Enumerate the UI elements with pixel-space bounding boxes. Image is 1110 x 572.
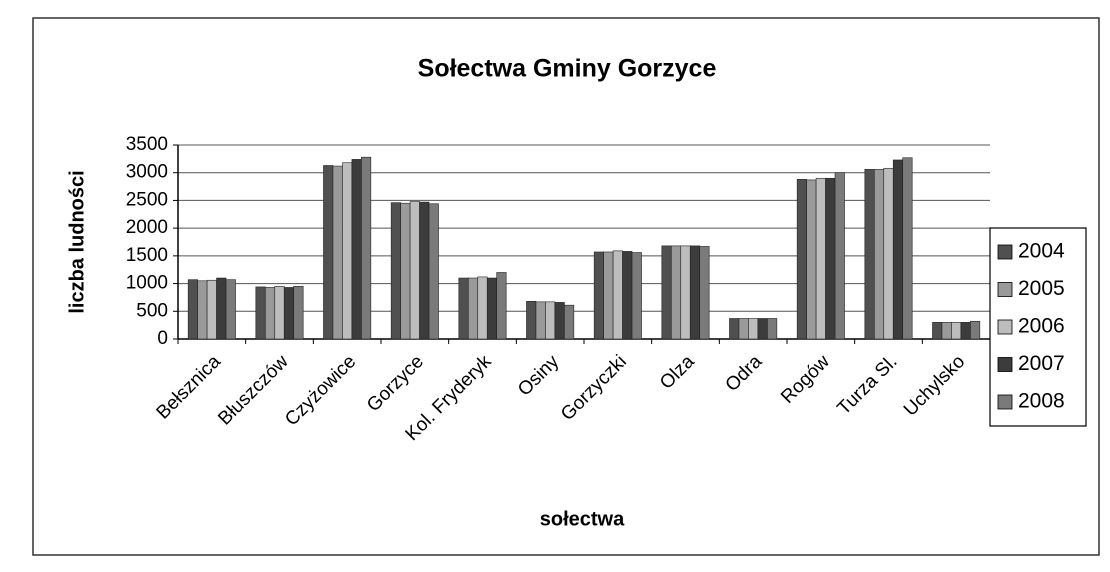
legend-swatch (997, 244, 1013, 260)
y-tick-label: 500 (136, 300, 168, 321)
legend-label: 2007 (1018, 352, 1065, 375)
bar (323, 165, 334, 340)
legend-swatch (997, 282, 1013, 297)
bar (825, 177, 836, 340)
y-tick-label: 1000 (126, 273, 168, 294)
bar (680, 245, 691, 340)
bar (206, 279, 217, 340)
legend-label: 2004 (1018, 240, 1065, 263)
bar (409, 201, 420, 340)
bar (603, 251, 614, 340)
bar (564, 304, 575, 340)
bar (400, 202, 411, 340)
bar (216, 277, 227, 340)
legend-swatch (997, 357, 1013, 372)
bar (631, 252, 642, 340)
legend-label: 2005 (1018, 277, 1065, 300)
chart-title: Sołectwa Gminy Gorzyce (418, 55, 717, 83)
bar (361, 156, 372, 340)
bar (834, 172, 845, 340)
bar (622, 251, 633, 340)
bar (738, 318, 749, 340)
y-tick-label: 2000 (126, 217, 168, 238)
bar (545, 301, 556, 340)
bar (187, 279, 198, 340)
x-axis-label: sołectwa (540, 508, 625, 530)
bar (661, 245, 672, 340)
bar (941, 322, 952, 340)
legend-swatch (997, 394, 1013, 410)
y-axis-label: liczba ludności (66, 170, 88, 313)
bar (351, 159, 362, 340)
bar (883, 167, 894, 340)
legend-swatch (997, 319, 1013, 335)
bar (293, 286, 304, 340)
bar (729, 318, 740, 340)
bar (892, 159, 904, 340)
bar (670, 245, 682, 340)
bar (970, 320, 981, 340)
bar (255, 286, 266, 340)
bar (748, 318, 759, 340)
bar (274, 286, 285, 340)
bar (264, 287, 276, 340)
bar (458, 277, 469, 340)
bar (689, 245, 701, 340)
bar (283, 287, 295, 340)
bar (796, 179, 807, 340)
y-tick-label: 2500 (126, 189, 168, 210)
bar (535, 301, 546, 340)
bar (467, 277, 479, 340)
bar (951, 322, 962, 340)
bar (757, 318, 768, 340)
bar (815, 177, 826, 340)
bar (699, 246, 710, 340)
bar (486, 277, 498, 340)
bar (873, 169, 885, 340)
bar (390, 202, 401, 340)
y-tick-label: 0 (157, 328, 168, 349)
bar (593, 251, 604, 340)
y-tick-label: 1500 (126, 245, 168, 266)
y-tick-label: 3000 (126, 162, 168, 183)
legend-label: 2008 (1018, 390, 1065, 413)
bar (902, 157, 913, 340)
bar (332, 165, 343, 340)
bar (960, 322, 971, 340)
bar (342, 162, 353, 340)
bar (496, 272, 507, 340)
bar (477, 276, 488, 340)
legend-label: 2006 (1018, 315, 1065, 338)
bar (612, 250, 623, 340)
y-tick-label: 3500 (126, 134, 168, 155)
bar (197, 280, 208, 340)
bar (225, 279, 236, 340)
bar (419, 201, 430, 340)
bar (767, 318, 778, 340)
bar (806, 179, 817, 340)
bar (864, 169, 875, 340)
bar (932, 322, 943, 340)
bar (554, 302, 565, 340)
bar (428, 203, 439, 340)
bar (526, 301, 537, 340)
